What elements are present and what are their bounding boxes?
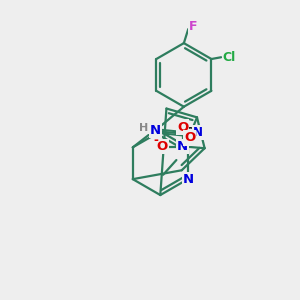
Text: C: C xyxy=(184,126,193,139)
Text: O: O xyxy=(177,121,188,134)
Text: O: O xyxy=(184,131,195,145)
Text: +: + xyxy=(184,135,194,145)
Text: N: N xyxy=(183,173,194,186)
Text: O: O xyxy=(156,140,168,153)
Text: N: N xyxy=(193,126,202,139)
Text: Cl: Cl xyxy=(223,51,236,64)
Text: -: - xyxy=(153,134,158,147)
Text: F: F xyxy=(189,20,198,33)
Text: N: N xyxy=(177,140,188,153)
Text: N: N xyxy=(150,124,161,137)
Text: H: H xyxy=(139,123,148,134)
